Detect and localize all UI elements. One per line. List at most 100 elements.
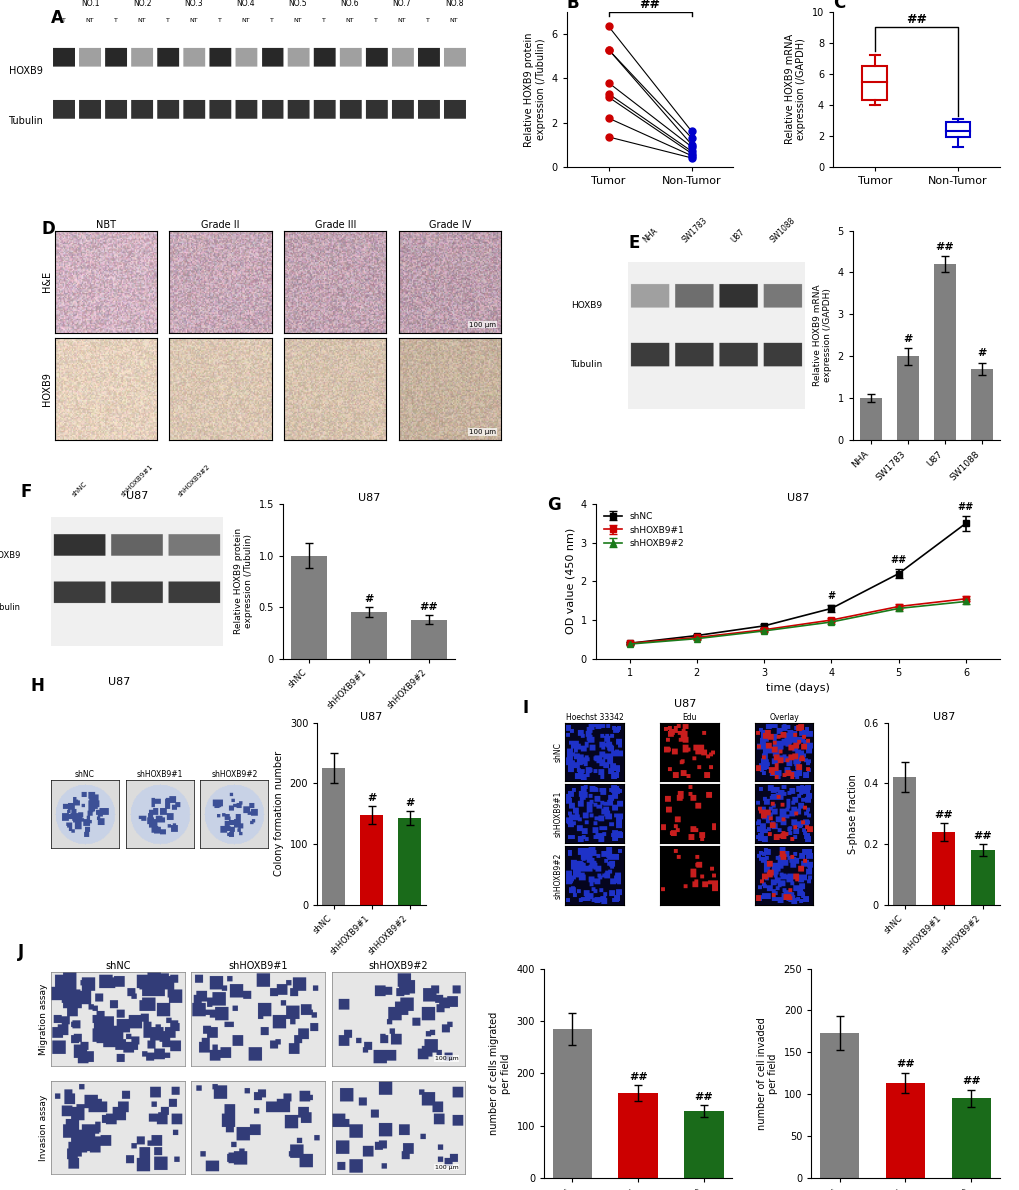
Title: shHOXB9#2: shHOXB9#2 — [368, 962, 428, 971]
Point — [683, 144, 699, 163]
Title: Grade II: Grade II — [201, 220, 239, 230]
Text: U87: U87 — [730, 227, 746, 244]
Point — [683, 146, 699, 165]
Bar — [945, 121, 969, 137]
Text: 100 μm: 100 μm — [469, 430, 495, 436]
Title: U87: U87 — [931, 712, 954, 722]
Title: Grade III: Grade III — [314, 220, 356, 230]
Text: HOXB9: HOXB9 — [0, 551, 20, 560]
Y-axis label: Colony formation number: Colony formation number — [274, 751, 284, 876]
Text: NHA: NHA — [641, 226, 659, 244]
Text: #: # — [364, 594, 373, 605]
Point — [600, 17, 616, 36]
Text: 100 μm: 100 μm — [434, 1056, 458, 1061]
Text: C: C — [833, 0, 845, 12]
Text: NT: NT — [449, 18, 458, 23]
Title: NBT: NBT — [96, 220, 115, 230]
Point — [600, 88, 616, 107]
Title: Hoechst 33342: Hoechst 33342 — [566, 713, 623, 722]
Bar — [951, 1098, 990, 1178]
Text: shHOXB9#1: shHOXB9#1 — [119, 463, 154, 497]
Text: NO.1: NO.1 — [81, 0, 99, 8]
Text: E: E — [628, 234, 639, 252]
Y-axis label: number of cells migrated
per field: number of cells migrated per field — [489, 1012, 511, 1135]
Text: ##: ## — [905, 13, 926, 26]
Y-axis label: HOXB9: HOXB9 — [42, 372, 52, 406]
Text: #: # — [976, 349, 985, 358]
Text: NO.4: NO.4 — [236, 0, 255, 8]
Text: D: D — [42, 220, 56, 238]
Text: NT: NT — [345, 18, 354, 23]
Bar — [552, 1029, 592, 1178]
Text: Tubulin: Tubulin — [570, 361, 601, 369]
Y-axis label: Invasion assay: Invasion assay — [39, 1095, 48, 1161]
Text: 100 μm: 100 μm — [434, 1165, 458, 1170]
Legend: shNC, shHOXB9#1, shHOXB9#2: shNC, shHOXB9#1, shHOXB9#2 — [600, 508, 687, 552]
Text: shHOXB9#2: shHOXB9#2 — [177, 463, 211, 497]
Title: shHOXB9#1: shHOXB9#1 — [137, 770, 182, 779]
Text: ##: ## — [934, 242, 953, 251]
Y-axis label: Relative HOXB9 protein
expression (/Tubulin): Relative HOXB9 protein expression (/Tubu… — [233, 528, 253, 634]
Text: B: B — [567, 0, 579, 12]
Bar — [351, 613, 386, 659]
Text: T: T — [166, 18, 170, 23]
Point — [683, 121, 699, 140]
Text: T: T — [62, 18, 66, 23]
Text: NO.2: NO.2 — [132, 0, 151, 8]
Text: NO.7: NO.7 — [392, 0, 411, 8]
Point — [683, 142, 699, 161]
Title: Edu: Edu — [682, 713, 696, 722]
Text: U87: U87 — [108, 677, 130, 687]
Bar — [360, 815, 382, 904]
Y-axis label: Migration assay: Migration assay — [39, 983, 48, 1054]
Y-axis label: S-phase fraction: S-phase fraction — [847, 774, 857, 853]
Point — [683, 137, 699, 156]
Y-axis label: Relative HOXB9 mRNA
expression (/GAPDH): Relative HOXB9 mRNA expression (/GAPDH) — [784, 35, 806, 144]
Text: Tubulin: Tubulin — [8, 115, 43, 126]
Text: Tubulin: Tubulin — [0, 602, 20, 612]
Bar — [859, 399, 880, 440]
Text: T: T — [270, 18, 274, 23]
Point — [683, 136, 699, 155]
Text: G: G — [547, 496, 560, 514]
Point — [600, 127, 616, 146]
Text: NT: NT — [293, 18, 302, 23]
Text: #: # — [367, 793, 376, 803]
Text: ##: ## — [972, 831, 991, 841]
Text: #: # — [902, 333, 912, 344]
Text: ##: ## — [933, 809, 952, 820]
Bar — [896, 356, 918, 440]
Title: shNC: shNC — [105, 962, 130, 971]
Y-axis label: Relative HOXB9 mRNA
expression (/GAPDH): Relative HOXB9 mRNA expression (/GAPDH) — [812, 284, 832, 386]
Y-axis label: shNC: shNC — [553, 743, 562, 762]
Bar — [932, 264, 955, 440]
X-axis label: time (days): time (days) — [765, 683, 828, 694]
Y-axis label: H&E: H&E — [42, 271, 52, 293]
Text: NT: NT — [242, 18, 250, 23]
Text: H: H — [31, 677, 45, 695]
Point — [600, 108, 616, 127]
Text: NT: NT — [397, 18, 406, 23]
Title: Overlay: Overlay — [768, 713, 798, 722]
Text: T: T — [322, 18, 326, 23]
Bar — [618, 1092, 657, 1178]
Text: T: T — [374, 18, 378, 23]
Text: #: # — [826, 591, 835, 601]
Text: NO.5: NO.5 — [288, 0, 307, 8]
Bar — [684, 1111, 723, 1178]
Text: NO.6: NO.6 — [340, 0, 359, 8]
Text: #: # — [405, 797, 414, 808]
Bar — [290, 556, 326, 659]
Text: NO.8: NO.8 — [444, 0, 463, 8]
Text: ##: ## — [694, 1092, 712, 1102]
Text: ##: ## — [896, 1059, 914, 1069]
Text: ##: ## — [639, 0, 660, 11]
Text: ##: ## — [957, 502, 973, 512]
Text: F: F — [20, 483, 32, 501]
Point — [600, 84, 616, 104]
Bar — [970, 369, 991, 440]
Text: U87: U87 — [673, 699, 695, 709]
Text: 100 μm: 100 μm — [469, 321, 495, 327]
Bar — [397, 818, 421, 904]
Text: NT: NT — [190, 18, 198, 23]
